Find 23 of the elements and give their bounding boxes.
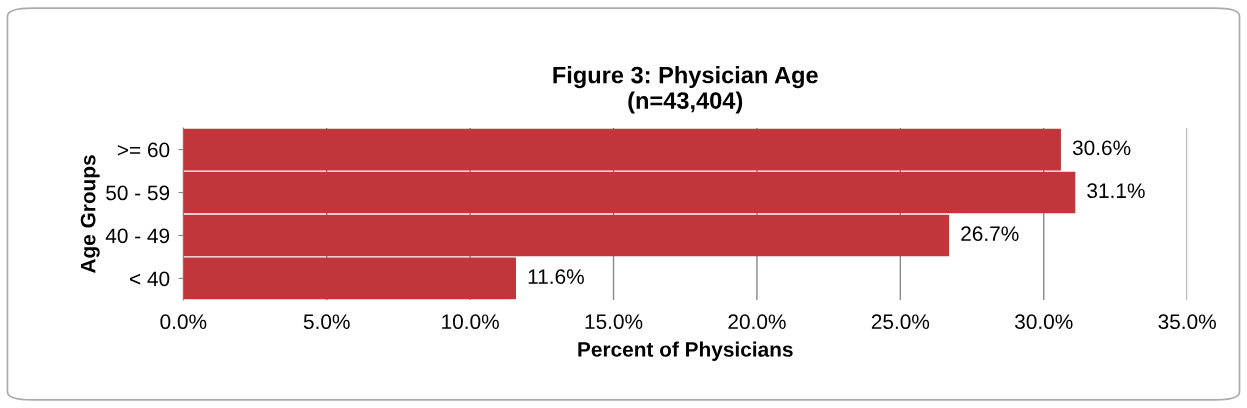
x-tick-label: 20.0%: [728, 314, 786, 330]
y-tick-label: >= 60: [117, 142, 170, 158]
x-tick-label: 25.0%: [871, 314, 930, 330]
x-tick-label: 15.0%: [585, 314, 643, 330]
data-label: 26.7%: [961, 226, 1019, 242]
x-tick-label: 0.0%: [160, 314, 207, 330]
x-tick-label: 5.0%: [303, 314, 350, 330]
bar: [183, 171, 1076, 214]
data-label: 30.6%: [1072, 140, 1131, 156]
x-tick-label: 30.0%: [1015, 314, 1073, 330]
bar: [183, 214, 950, 257]
x-axis-title: Percent of Physicians: [578, 341, 793, 361]
bar: [183, 128, 1061, 171]
chart-title: Figure 3: Physician Age (n=43,404): [553, 66, 818, 114]
x-tick-label: 35.0%: [1158, 314, 1216, 330]
y-axis-title: Age Groups: [80, 155, 100, 274]
data-label: 31.1%: [1087, 183, 1145, 199]
x-tick-label: 10.0%: [442, 314, 499, 330]
y-tick-label: 40 - 49: [105, 228, 170, 244]
y-tick-label: 50 - 59: [106, 185, 170, 201]
data-label: 11.6%: [528, 269, 584, 284]
y-tick-label: < 40: [130, 271, 170, 287]
bar: [183, 257, 517, 300]
